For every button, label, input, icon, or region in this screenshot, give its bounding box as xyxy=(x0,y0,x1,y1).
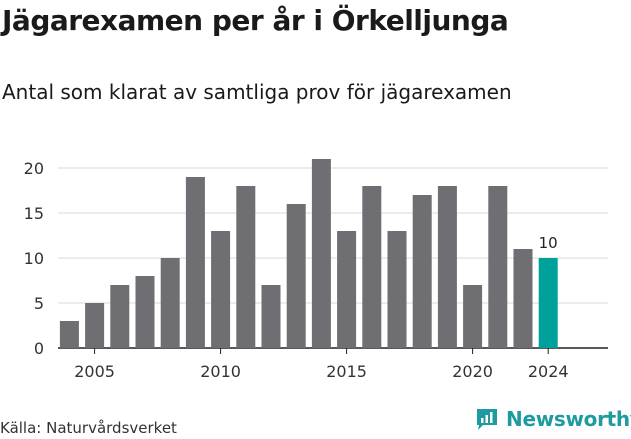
y-tick-label: 10 xyxy=(24,249,44,268)
y-tick-label: 0 xyxy=(34,339,44,358)
x-tick-label: 2015 xyxy=(326,362,367,381)
bar xyxy=(59,321,79,348)
y-tick-label: 20 xyxy=(24,159,44,178)
bar xyxy=(488,186,508,348)
bar xyxy=(261,285,281,348)
source-note: Källa: Naturvårdsverket xyxy=(0,419,177,437)
bar xyxy=(437,186,457,348)
bar-highlight xyxy=(538,258,558,348)
brand-logo: Newsworthy xyxy=(474,406,631,432)
bar xyxy=(85,303,105,348)
bar xyxy=(286,204,306,348)
x-tick-label: 2005 xyxy=(74,362,115,381)
bar xyxy=(211,231,231,348)
bar xyxy=(185,177,205,348)
newsworthy-logo-icon xyxy=(477,409,497,430)
bar xyxy=(412,195,432,348)
bar xyxy=(110,285,130,348)
chart-subtitle: Antal som klarat av samtliga prov för jä… xyxy=(2,80,512,104)
x-tick-label: 2020 xyxy=(452,362,493,381)
bar xyxy=(160,258,180,348)
bar xyxy=(362,186,382,348)
bar xyxy=(135,276,155,348)
x-tick-label: 2024 xyxy=(528,362,569,381)
bar xyxy=(387,231,407,348)
bar xyxy=(236,186,256,348)
bar xyxy=(311,159,331,348)
bar xyxy=(513,249,533,348)
chart-title: Jägarexamen per år i Örkelljunga xyxy=(2,4,509,37)
bar xyxy=(463,285,483,348)
y-tick-label: 5 xyxy=(34,294,44,313)
bar xyxy=(337,231,357,348)
brand-name: Newsworthy xyxy=(506,407,631,431)
data-label: 10 xyxy=(539,234,558,252)
x-tick-label: 2010 xyxy=(200,362,241,381)
y-tick-label: 15 xyxy=(24,204,44,223)
